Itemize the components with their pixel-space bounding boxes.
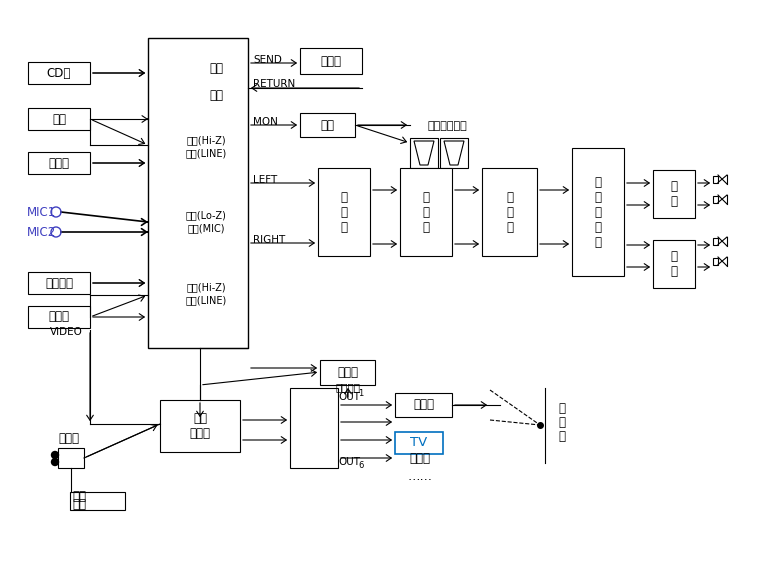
Bar [148, 38, 248, 348]
Bar [653, 170, 695, 218]
Circle shape [51, 459, 58, 465]
Text: 影: 影 [558, 415, 565, 428]
Text: 电
子
分
频
器: 电 子 分 频 器 [594, 175, 601, 249]
Bar [713, 175, 718, 183]
Bar [160, 400, 240, 452]
Text: OUT: OUT [338, 457, 360, 467]
Text: 卡座: 卡座 [52, 113, 66, 126]
Bar [482, 168, 537, 256]
Text: VIDEO: VIDEO [50, 327, 83, 337]
Text: 功
放: 功 放 [670, 180, 677, 208]
Bar [28, 272, 90, 294]
Text: 返回: 返回 [209, 89, 223, 101]
Text: 线路(LINE): 线路(LINE) [186, 295, 226, 305]
Text: 云台: 云台 [72, 498, 86, 512]
Bar [572, 148, 624, 276]
Bar [440, 138, 468, 168]
Text: 麦克(MIC): 麦克(MIC) [187, 223, 225, 233]
Bar [713, 258, 718, 265]
Text: 高阻(Hi-Z): 高阻(Hi-Z) [186, 135, 225, 145]
Text: 激
励
器: 激 励 器 [506, 191, 513, 233]
Circle shape [51, 451, 58, 459]
Bar [28, 62, 90, 84]
Text: 舞台返送音箱: 舞台返送音箱 [427, 121, 467, 131]
Bar [395, 432, 443, 454]
Text: 投影机: 投影机 [413, 398, 434, 411]
Text: 投: 投 [558, 402, 565, 414]
Bar [653, 240, 695, 288]
Text: 效果器: 效果器 [321, 55, 341, 68]
Bar [290, 388, 338, 468]
Text: 压
限
器: 压 限 器 [341, 191, 347, 233]
Text: RETURN: RETURN [253, 79, 295, 89]
Text: MIC2: MIC2 [27, 225, 56, 238]
Bar [713, 196, 718, 203]
Text: 幕: 幕 [558, 430, 565, 443]
Text: RIGHT: RIGHT [253, 235, 285, 245]
Bar [320, 360, 375, 385]
Text: 均
衡
器: 均 衡 器 [423, 191, 430, 233]
Bar [28, 108, 90, 130]
Text: 视频
特技机: 视频 特技机 [189, 412, 210, 440]
Text: MON: MON [253, 117, 278, 127]
Text: OUT: OUT [338, 392, 360, 402]
Text: 发送: 发送 [209, 61, 223, 75]
Text: 录像机: 录像机 [337, 366, 358, 379]
Text: 线路(LINE): 线路(LINE) [186, 148, 226, 158]
Bar [28, 306, 90, 328]
Text: 摄像机: 摄像机 [58, 431, 79, 444]
Bar [300, 113, 355, 137]
Bar [395, 393, 452, 417]
Text: 视频输入: 视频输入 [335, 382, 360, 392]
Bar [713, 237, 718, 245]
Bar [58, 448, 84, 468]
Text: 无线接收: 无线接收 [45, 277, 73, 290]
Text: 电唱机: 电唱机 [48, 156, 70, 170]
Text: MIC1: MIC1 [27, 205, 56, 218]
Bar [300, 48, 362, 74]
Text: 影碟机: 影碟机 [48, 311, 70, 324]
Bar [70, 492, 125, 510]
Text: 功
放: 功 放 [670, 250, 677, 278]
Text: 6: 6 [358, 460, 364, 469]
Bar [28, 152, 90, 174]
Bar [400, 168, 452, 256]
Text: 高阻(Hi-Z): 高阻(Hi-Z) [186, 282, 225, 292]
Text: 大彩监: 大彩监 [410, 451, 430, 464]
Text: LEFT: LEFT [253, 175, 277, 185]
Text: 功放: 功放 [321, 118, 334, 131]
Bar [410, 138, 438, 168]
Text: ……: …… [407, 471, 433, 484]
Text: 1: 1 [358, 389, 364, 398]
Text: CD机: CD机 [47, 67, 71, 80]
Bar [318, 168, 370, 256]
Text: 低阻(Lo-Z): 低阻(Lo-Z) [186, 210, 226, 220]
Text: SEND: SEND [253, 55, 282, 65]
Text: 电动: 电动 [72, 489, 86, 502]
Text: TV: TV [410, 436, 428, 450]
